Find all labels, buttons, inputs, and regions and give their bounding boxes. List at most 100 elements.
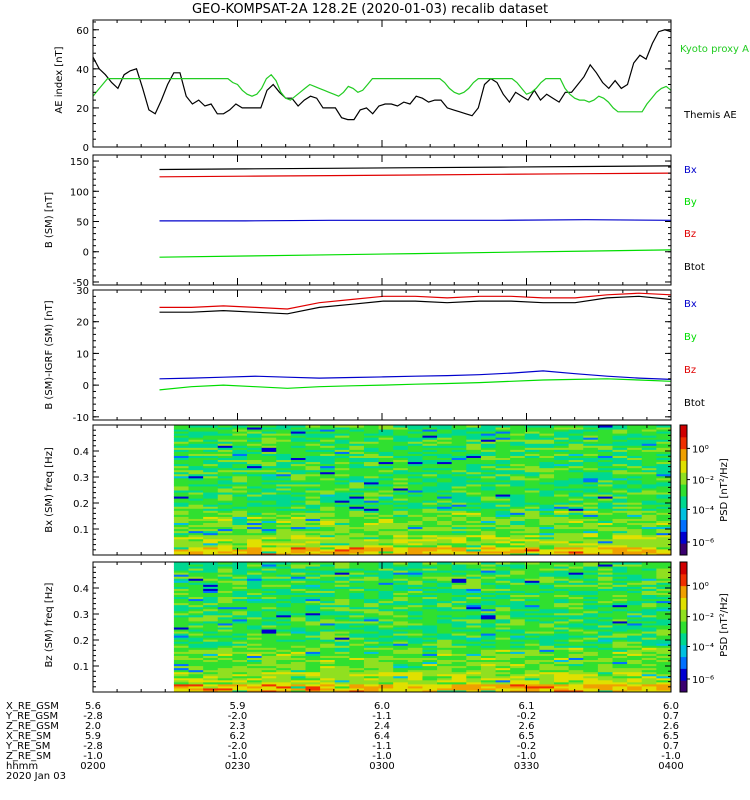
spec_bx-cell xyxy=(451,481,467,485)
spec_bx-cell xyxy=(641,433,657,436)
spec_bx-cell xyxy=(378,457,394,461)
spec_bz-cell xyxy=(627,602,643,606)
spec_bx-cell xyxy=(276,437,292,440)
spec_bx-cell xyxy=(451,457,467,461)
spec_bx-cell xyxy=(612,467,628,471)
spec_bx-cell xyxy=(480,500,497,503)
spec_bx-cell xyxy=(451,441,467,444)
spec_bz-cell xyxy=(407,653,423,656)
spec_bz-cell xyxy=(203,568,219,571)
spec_bz-cell xyxy=(539,600,555,604)
spec_bz-cell xyxy=(276,622,292,626)
spec_bx-cell xyxy=(612,443,628,446)
spec_bz-cell xyxy=(437,582,453,585)
spec_bx-cell xyxy=(466,528,482,532)
spec_bz-cell xyxy=(597,633,614,636)
spec_bx-cell xyxy=(656,429,672,432)
spec_bz-cell xyxy=(612,612,628,616)
spec_bx-cell xyxy=(320,461,336,465)
spec_bx-cell xyxy=(393,490,409,493)
spec_bx-cell xyxy=(247,485,263,489)
spec_bx-cell xyxy=(641,536,657,540)
spec_bx-cell xyxy=(290,481,306,485)
spec_bx-cell xyxy=(495,427,511,430)
spec_bx-cell xyxy=(276,532,292,536)
spec_bx-cell xyxy=(217,542,233,546)
spec_bx-cell xyxy=(451,534,467,538)
spec_bz-cell xyxy=(422,637,438,640)
spec_bx-cell xyxy=(510,490,526,493)
spec_bx-cell xyxy=(495,494,511,497)
spec_bx-cell xyxy=(524,518,540,521)
spec_bz-cell xyxy=(539,665,555,669)
spec_bz-cell xyxy=(422,629,438,632)
spec_bz-cell xyxy=(349,665,365,669)
spec_bx-cell xyxy=(568,453,584,456)
spec_bx-cell xyxy=(203,530,219,534)
spec_bz-cell xyxy=(583,647,599,650)
spec_bx-cell xyxy=(305,455,321,458)
spec_bz-cell xyxy=(232,675,248,679)
spec_bz-cell xyxy=(363,631,380,634)
spec_bx-cell xyxy=(217,528,233,532)
spec_bz-cell xyxy=(641,667,657,671)
spec_bz-cell xyxy=(627,580,643,583)
spec_bz-cell xyxy=(320,685,336,689)
spec_bz-cell xyxy=(217,600,233,604)
spec_bx-cell xyxy=(627,530,643,534)
spec_bx-cell xyxy=(495,429,511,432)
spec_bx-cell xyxy=(173,494,190,497)
spec_bz-cell xyxy=(656,562,672,565)
spec_bz-cell xyxy=(363,667,380,671)
spec_bz-cell xyxy=(583,683,599,687)
spec_bz-cell xyxy=(349,667,365,671)
spec_bz-cell xyxy=(349,651,365,654)
spec_bx-cell xyxy=(203,455,219,458)
spec_bz-cell xyxy=(422,645,438,648)
spec_bx-cell xyxy=(188,453,204,456)
spec_bz-cell xyxy=(583,576,599,579)
spec_bx-cell xyxy=(290,475,306,479)
spec_bz-cell xyxy=(495,594,511,598)
spec_bz-cell xyxy=(393,639,409,642)
spec_bx-cell xyxy=(173,447,190,450)
spec_bz-cell xyxy=(349,600,365,604)
spec_bz-cell xyxy=(554,631,570,634)
spec_bz-cell xyxy=(232,570,248,573)
spec_bx-cell xyxy=(524,479,540,483)
spec_bx-cell xyxy=(203,437,219,440)
spec_bx-cell xyxy=(524,544,540,548)
spec_bx-cell xyxy=(217,447,233,450)
spec_bx-cell xyxy=(656,441,672,444)
spec_bz-cell xyxy=(261,578,277,581)
spec_bz-cell xyxy=(261,661,277,665)
spec_bz-cell xyxy=(554,669,570,673)
spec_bz-cell xyxy=(232,639,248,642)
spec_bz-cell xyxy=(173,574,190,577)
spec_bx-cell xyxy=(188,518,204,521)
spec_bx-cell xyxy=(597,445,614,448)
spec_bz-cell xyxy=(612,663,628,667)
spec_bz-cell xyxy=(437,633,453,636)
spec_bz-cell xyxy=(466,677,482,681)
spec_bx-cell xyxy=(363,500,380,503)
spec_bz-cell xyxy=(597,598,614,602)
spec_bz-cell xyxy=(641,681,657,685)
spec_bx-cell xyxy=(656,487,672,491)
spec_bz-cell xyxy=(393,562,409,565)
db-series-bx xyxy=(159,370,672,380)
spec_bx-cell xyxy=(290,435,306,438)
spec_bx-cell xyxy=(217,524,233,528)
spec_bz-cell xyxy=(641,574,657,577)
spec_bx-cell xyxy=(597,522,614,526)
spec_bz-cell xyxy=(261,588,277,591)
spec_bz-colorbar-segment xyxy=(680,621,687,634)
spec_bx-cell xyxy=(480,508,497,511)
spec_bx-cell xyxy=(232,490,248,493)
spec_bz-cell xyxy=(407,562,423,565)
spec_bx-cell xyxy=(173,552,190,556)
spec_bx-cell xyxy=(320,504,336,507)
spec_bz-cell xyxy=(290,675,306,679)
spec_bz-cell xyxy=(393,677,409,681)
spec_bz-cell xyxy=(495,633,511,636)
